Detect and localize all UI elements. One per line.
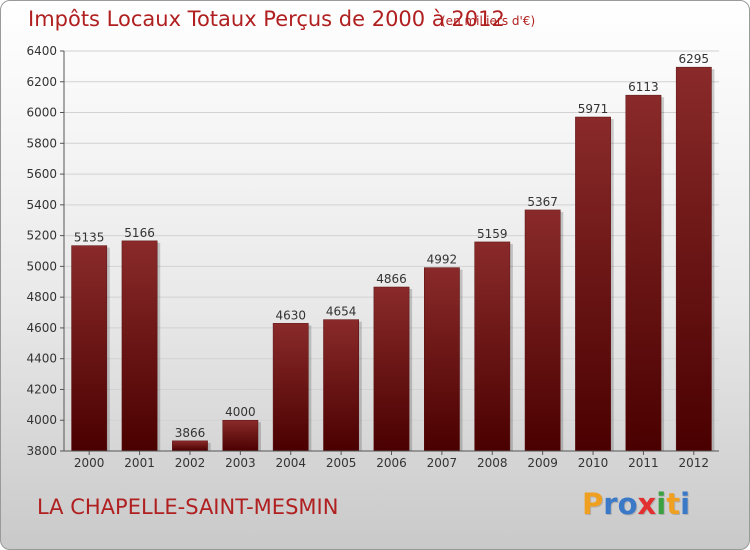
chart-title: Impôts Locaux Totaux Perçus de 2000 à 20…	[28, 7, 505, 31]
x-tick-label: 2011	[628, 456, 659, 470]
bar-2008	[474, 241, 511, 452]
logo-letter: r	[603, 487, 618, 521]
value-label: 5159	[477, 227, 508, 241]
logo-letter: t	[666, 487, 681, 521]
y-tick-label: 5400	[26, 198, 57, 212]
value-label: 4866	[376, 272, 407, 286]
y-tick-label: 3800	[26, 444, 57, 458]
x-tick-label: 2010	[578, 456, 609, 470]
bar-2003	[222, 419, 259, 452]
y-tick-label: 4600	[26, 321, 57, 335]
logo-letter: o	[617, 487, 638, 521]
bar-2004	[272, 323, 309, 452]
y-tick-label: 5200	[26, 229, 57, 243]
x-tick-label: 2012	[679, 456, 710, 470]
y-tick-label: 6400	[26, 44, 57, 58]
x-tick-label: 2009	[527, 456, 558, 470]
y-tick-label: 4200	[26, 382, 57, 396]
bar-2006	[373, 286, 410, 452]
x-tick-label: 2005	[326, 456, 357, 470]
value-label: 4654	[326, 305, 357, 319]
bar-2009	[524, 209, 561, 452]
value-label: 5135	[74, 231, 105, 245]
bar-2005	[323, 319, 360, 452]
bar-2012	[675, 66, 712, 452]
x-tick-label: 2006	[376, 456, 407, 470]
value-label: 5971	[578, 102, 609, 116]
bar-2011	[625, 94, 662, 452]
commune-name: LA CHAPELLE-SAINT-MESMIN	[37, 495, 339, 519]
bar-2000	[71, 245, 108, 452]
proxiti-logo: Proxiti	[582, 487, 690, 521]
value-label: 4630	[275, 308, 306, 322]
bar-2001	[121, 240, 158, 452]
x-tick-label: 2008	[477, 456, 508, 470]
y-tick-label: 6000	[26, 106, 57, 120]
y-tick-label: 4800	[26, 290, 57, 304]
y-tick-label: 4400	[26, 352, 57, 366]
bar-2010	[575, 116, 611, 452]
y-tick-label: 4000	[26, 413, 57, 427]
logo-letter: i	[680, 487, 691, 521]
x-tick-label: 2007	[427, 456, 458, 470]
logo-letter: x	[637, 487, 657, 521]
logo-letter: P	[582, 487, 604, 521]
y-tick-label: 6200	[26, 75, 57, 89]
x-tick-label: 2004	[275, 456, 306, 470]
y-tick-label: 5800	[26, 136, 57, 150]
value-label: 6113	[628, 80, 659, 94]
x-tick-label: 2001	[124, 456, 155, 470]
value-label: 4992	[427, 253, 458, 267]
x-tick-label: 2002	[175, 456, 206, 470]
bar-2007	[424, 267, 460, 452]
bar-2002	[172, 440, 208, 452]
y-tick-label: 5000	[26, 259, 57, 273]
value-label: 5166	[124, 226, 155, 240]
value-label: 5367	[527, 195, 558, 209]
x-tick-label: 2003	[225, 456, 256, 470]
value-label: 4000	[225, 405, 256, 419]
chart-subtitle: (en milliers d'€)	[441, 14, 536, 28]
y-tick-label: 5600	[26, 167, 57, 181]
x-tick-label: 2000	[74, 456, 105, 470]
value-label: 6295	[679, 52, 710, 66]
value-label: 3866	[175, 426, 206, 440]
logo-letter: i	[656, 487, 667, 521]
